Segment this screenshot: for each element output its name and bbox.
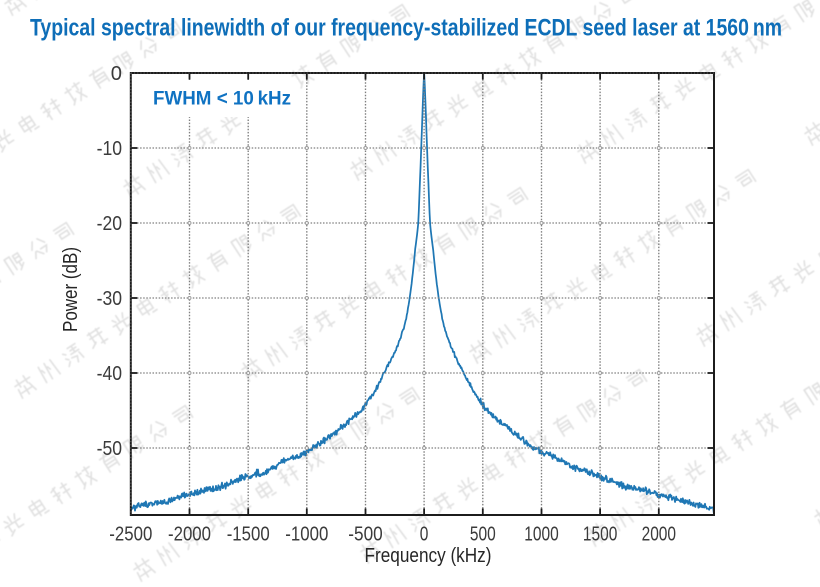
svg-text:2000: 2000 (642, 524, 676, 546)
svg-text:Power (dB): Power (dB) (60, 247, 82, 332)
svg-text:-2000: -2000 (168, 524, 211, 546)
svg-text:1000: 1000 (524, 524, 558, 546)
svg-text:500: 500 (470, 524, 496, 546)
svg-text:FWHM < 10 kHz: FWHM < 10 kHz (153, 88, 291, 110)
svg-text:0: 0 (111, 63, 122, 85)
svg-text:-40: -40 (97, 363, 122, 385)
svg-text:-20: -20 (97, 213, 122, 235)
svg-text:-50: -50 (97, 438, 122, 460)
svg-text:-2500: -2500 (109, 524, 152, 546)
svg-text:1500: 1500 (583, 524, 617, 546)
svg-text:-500: -500 (348, 524, 382, 546)
svg-text:-1000: -1000 (285, 524, 328, 546)
svg-text:-1500: -1500 (227, 524, 270, 546)
svg-text:0: 0 (420, 524, 429, 546)
svg-text:-10: -10 (97, 138, 122, 160)
svg-text:-30: -30 (97, 288, 122, 310)
svg-text:Frequency (kHz): Frequency (kHz) (365, 545, 492, 567)
svg-text:Typical spectral linewidth of: Typical spectral linewidth of our freque… (30, 15, 782, 42)
